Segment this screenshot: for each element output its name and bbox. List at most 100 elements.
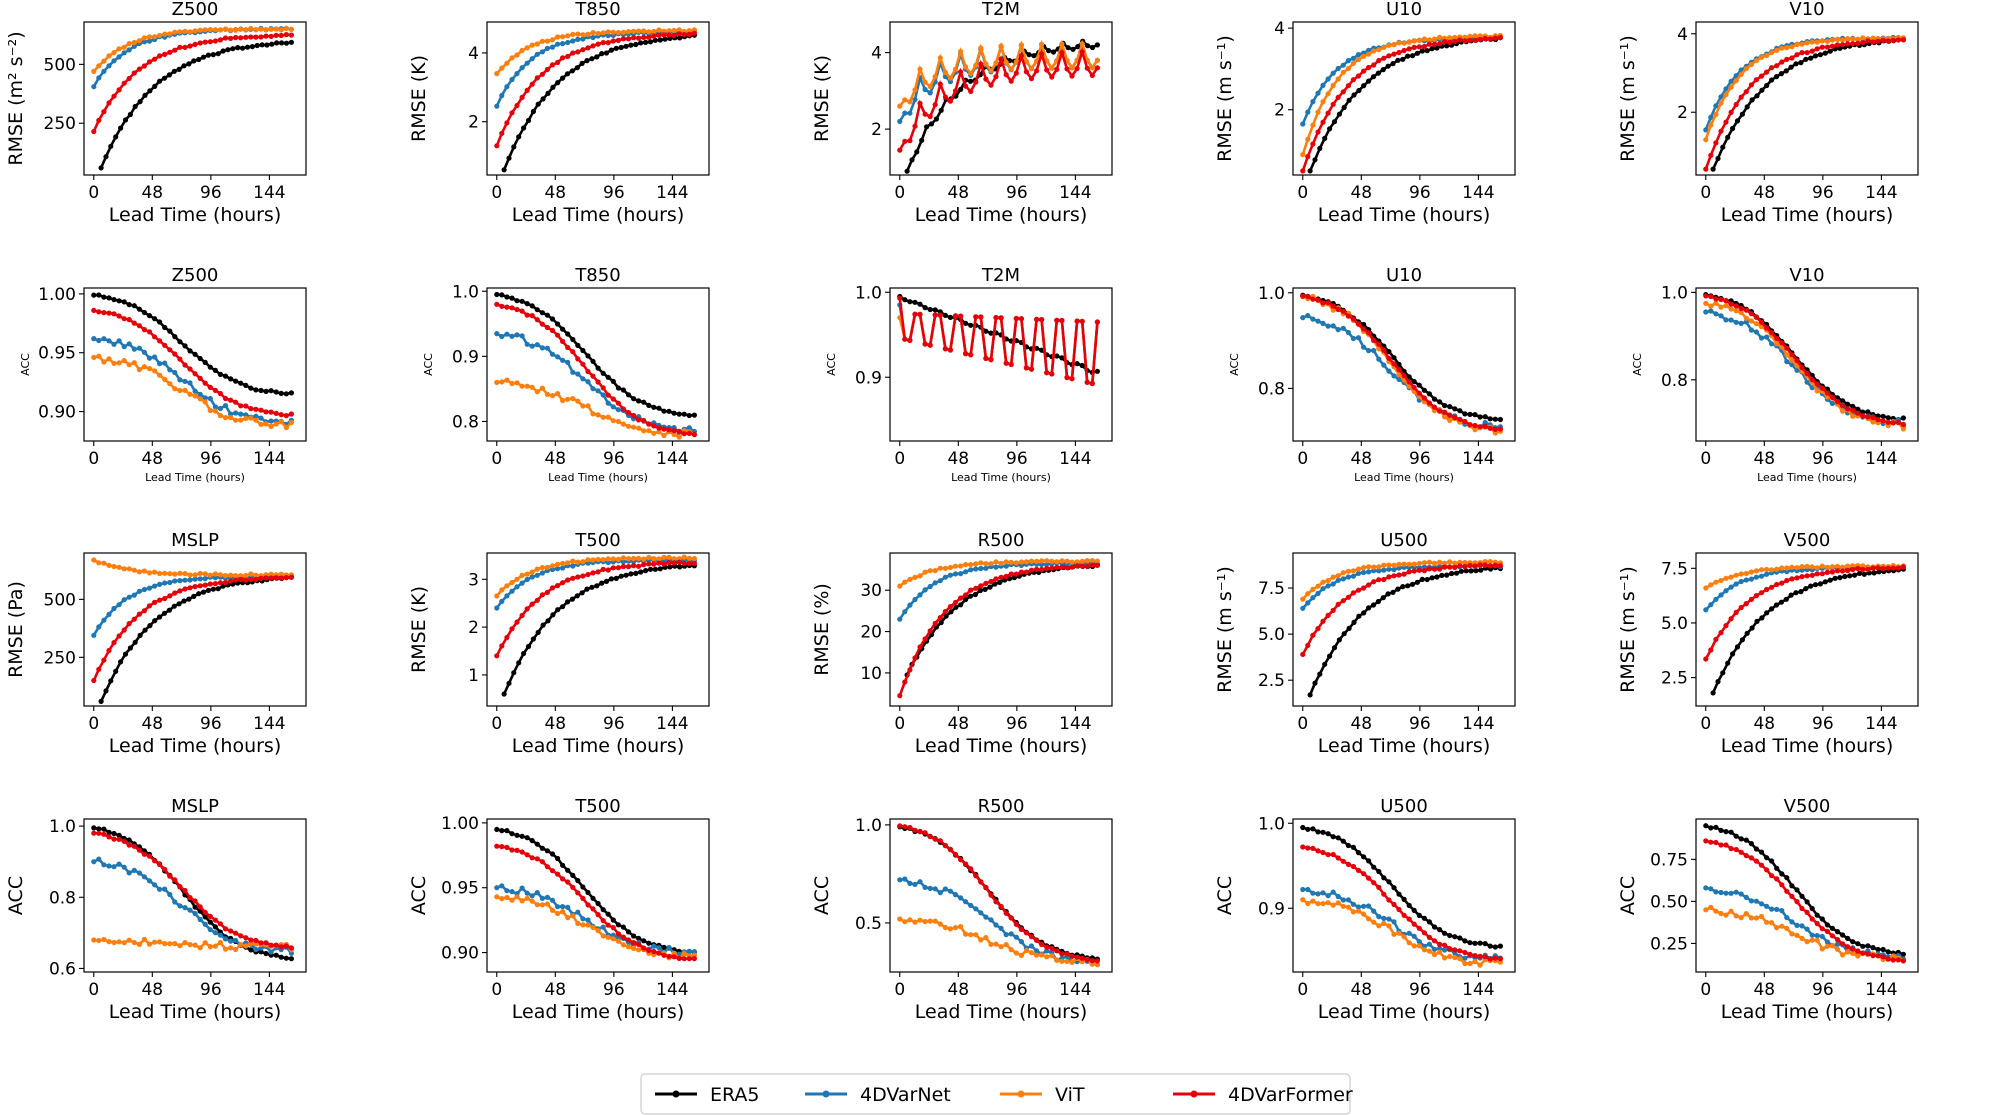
x-tick-label: 144 <box>253 183 285 203</box>
data-point <box>534 841 540 847</box>
data-point <box>1773 602 1780 608</box>
data-point <box>1335 94 1341 100</box>
axes-frame <box>1695 552 1919 707</box>
data-point <box>228 376 234 382</box>
data-point <box>106 834 112 840</box>
data-point <box>656 556 662 562</box>
data-point <box>618 573 624 579</box>
data-point <box>560 338 566 344</box>
data-point <box>197 355 203 362</box>
data-point <box>1008 78 1014 84</box>
series-line-vit <box>93 354 293 430</box>
data-point <box>1094 562 1100 568</box>
data-point <box>973 873 979 879</box>
data-point <box>222 373 229 379</box>
data-point <box>1300 844 1306 850</box>
x-tick-label: 48 <box>544 980 566 1000</box>
x-tick-label: 96 <box>1812 449 1834 469</box>
x-tick-label: 0 <box>491 183 502 203</box>
x-axis-label: Lead Time (hours) <box>1721 735 1893 757</box>
data-point <box>1723 623 1729 629</box>
data-point <box>1406 916 1412 922</box>
data-point <box>197 570 203 577</box>
data-point <box>671 954 677 960</box>
data-point <box>625 410 632 416</box>
data-point <box>1708 303 1714 309</box>
data-point <box>1023 69 1029 75</box>
data-point <box>116 939 122 945</box>
data-point <box>253 387 259 393</box>
data-point <box>1069 559 1075 565</box>
series-line-4dvarformer <box>1302 294 1501 431</box>
data-point <box>263 421 269 427</box>
data-point <box>1713 140 1719 146</box>
data-point <box>570 50 576 56</box>
data-point <box>605 32 611 39</box>
data-point <box>1452 34 1458 41</box>
data-point <box>217 932 223 938</box>
data-point <box>1840 941 1846 947</box>
data-point <box>1049 371 1055 377</box>
data-point <box>610 38 616 44</box>
y-tick-label: 7.5 <box>1258 579 1285 599</box>
data-point <box>1783 596 1789 602</box>
data-point <box>1385 63 1391 69</box>
data-point <box>1376 47 1382 53</box>
data-point <box>998 944 1004 950</box>
data-point <box>983 328 989 334</box>
data-point <box>1031 53 1037 59</box>
data-point <box>187 907 193 913</box>
x-tick-label: 96 <box>1409 714 1431 734</box>
data-point <box>1885 565 1891 571</box>
data-point <box>534 41 540 47</box>
data-point <box>590 557 596 563</box>
data-point <box>504 60 510 66</box>
axes-frame <box>83 552 307 707</box>
data-point <box>1426 941 1432 947</box>
data-point <box>1310 99 1316 105</box>
data-point <box>549 907 556 913</box>
y-tick-label: 2 <box>468 113 479 133</box>
data-point <box>565 560 571 566</box>
data-point <box>1472 940 1478 946</box>
panel-title: U500 <box>1380 530 1428 551</box>
data-point <box>1784 565 1790 571</box>
data-point <box>1320 890 1326 896</box>
data-point <box>136 870 142 876</box>
y-tick-label: 1.0 <box>855 283 882 303</box>
data-point <box>1401 896 1407 903</box>
data-point <box>1429 575 1435 581</box>
data-point <box>200 54 207 60</box>
data-point <box>1718 827 1724 834</box>
data-point <box>1497 416 1503 423</box>
data-point <box>977 587 983 594</box>
data-point <box>136 323 142 329</box>
data-point <box>1391 562 1397 568</box>
data-point <box>1847 573 1853 579</box>
data-point <box>958 48 964 55</box>
data-point <box>1860 409 1866 415</box>
data-point <box>1487 563 1493 569</box>
data-point <box>1492 430 1498 436</box>
data-point <box>1829 933 1835 939</box>
data-point <box>1411 568 1417 574</box>
data-point <box>283 391 289 397</box>
data-point <box>651 404 657 410</box>
data-point <box>177 29 183 35</box>
data-point <box>157 338 163 344</box>
data-point <box>1442 955 1448 961</box>
data-point <box>152 599 158 606</box>
data-point <box>243 34 249 40</box>
data-point <box>238 35 244 41</box>
data-point <box>146 366 153 372</box>
data-point <box>641 28 647 34</box>
axes-frame <box>486 818 710 973</box>
data-point <box>167 328 173 334</box>
x-tick-label: 144 <box>1865 449 1897 469</box>
data-point <box>625 423 632 429</box>
data-point <box>1391 355 1397 361</box>
data-point <box>686 31 692 37</box>
data-point <box>1738 891 1744 897</box>
data-point <box>1346 97 1352 103</box>
